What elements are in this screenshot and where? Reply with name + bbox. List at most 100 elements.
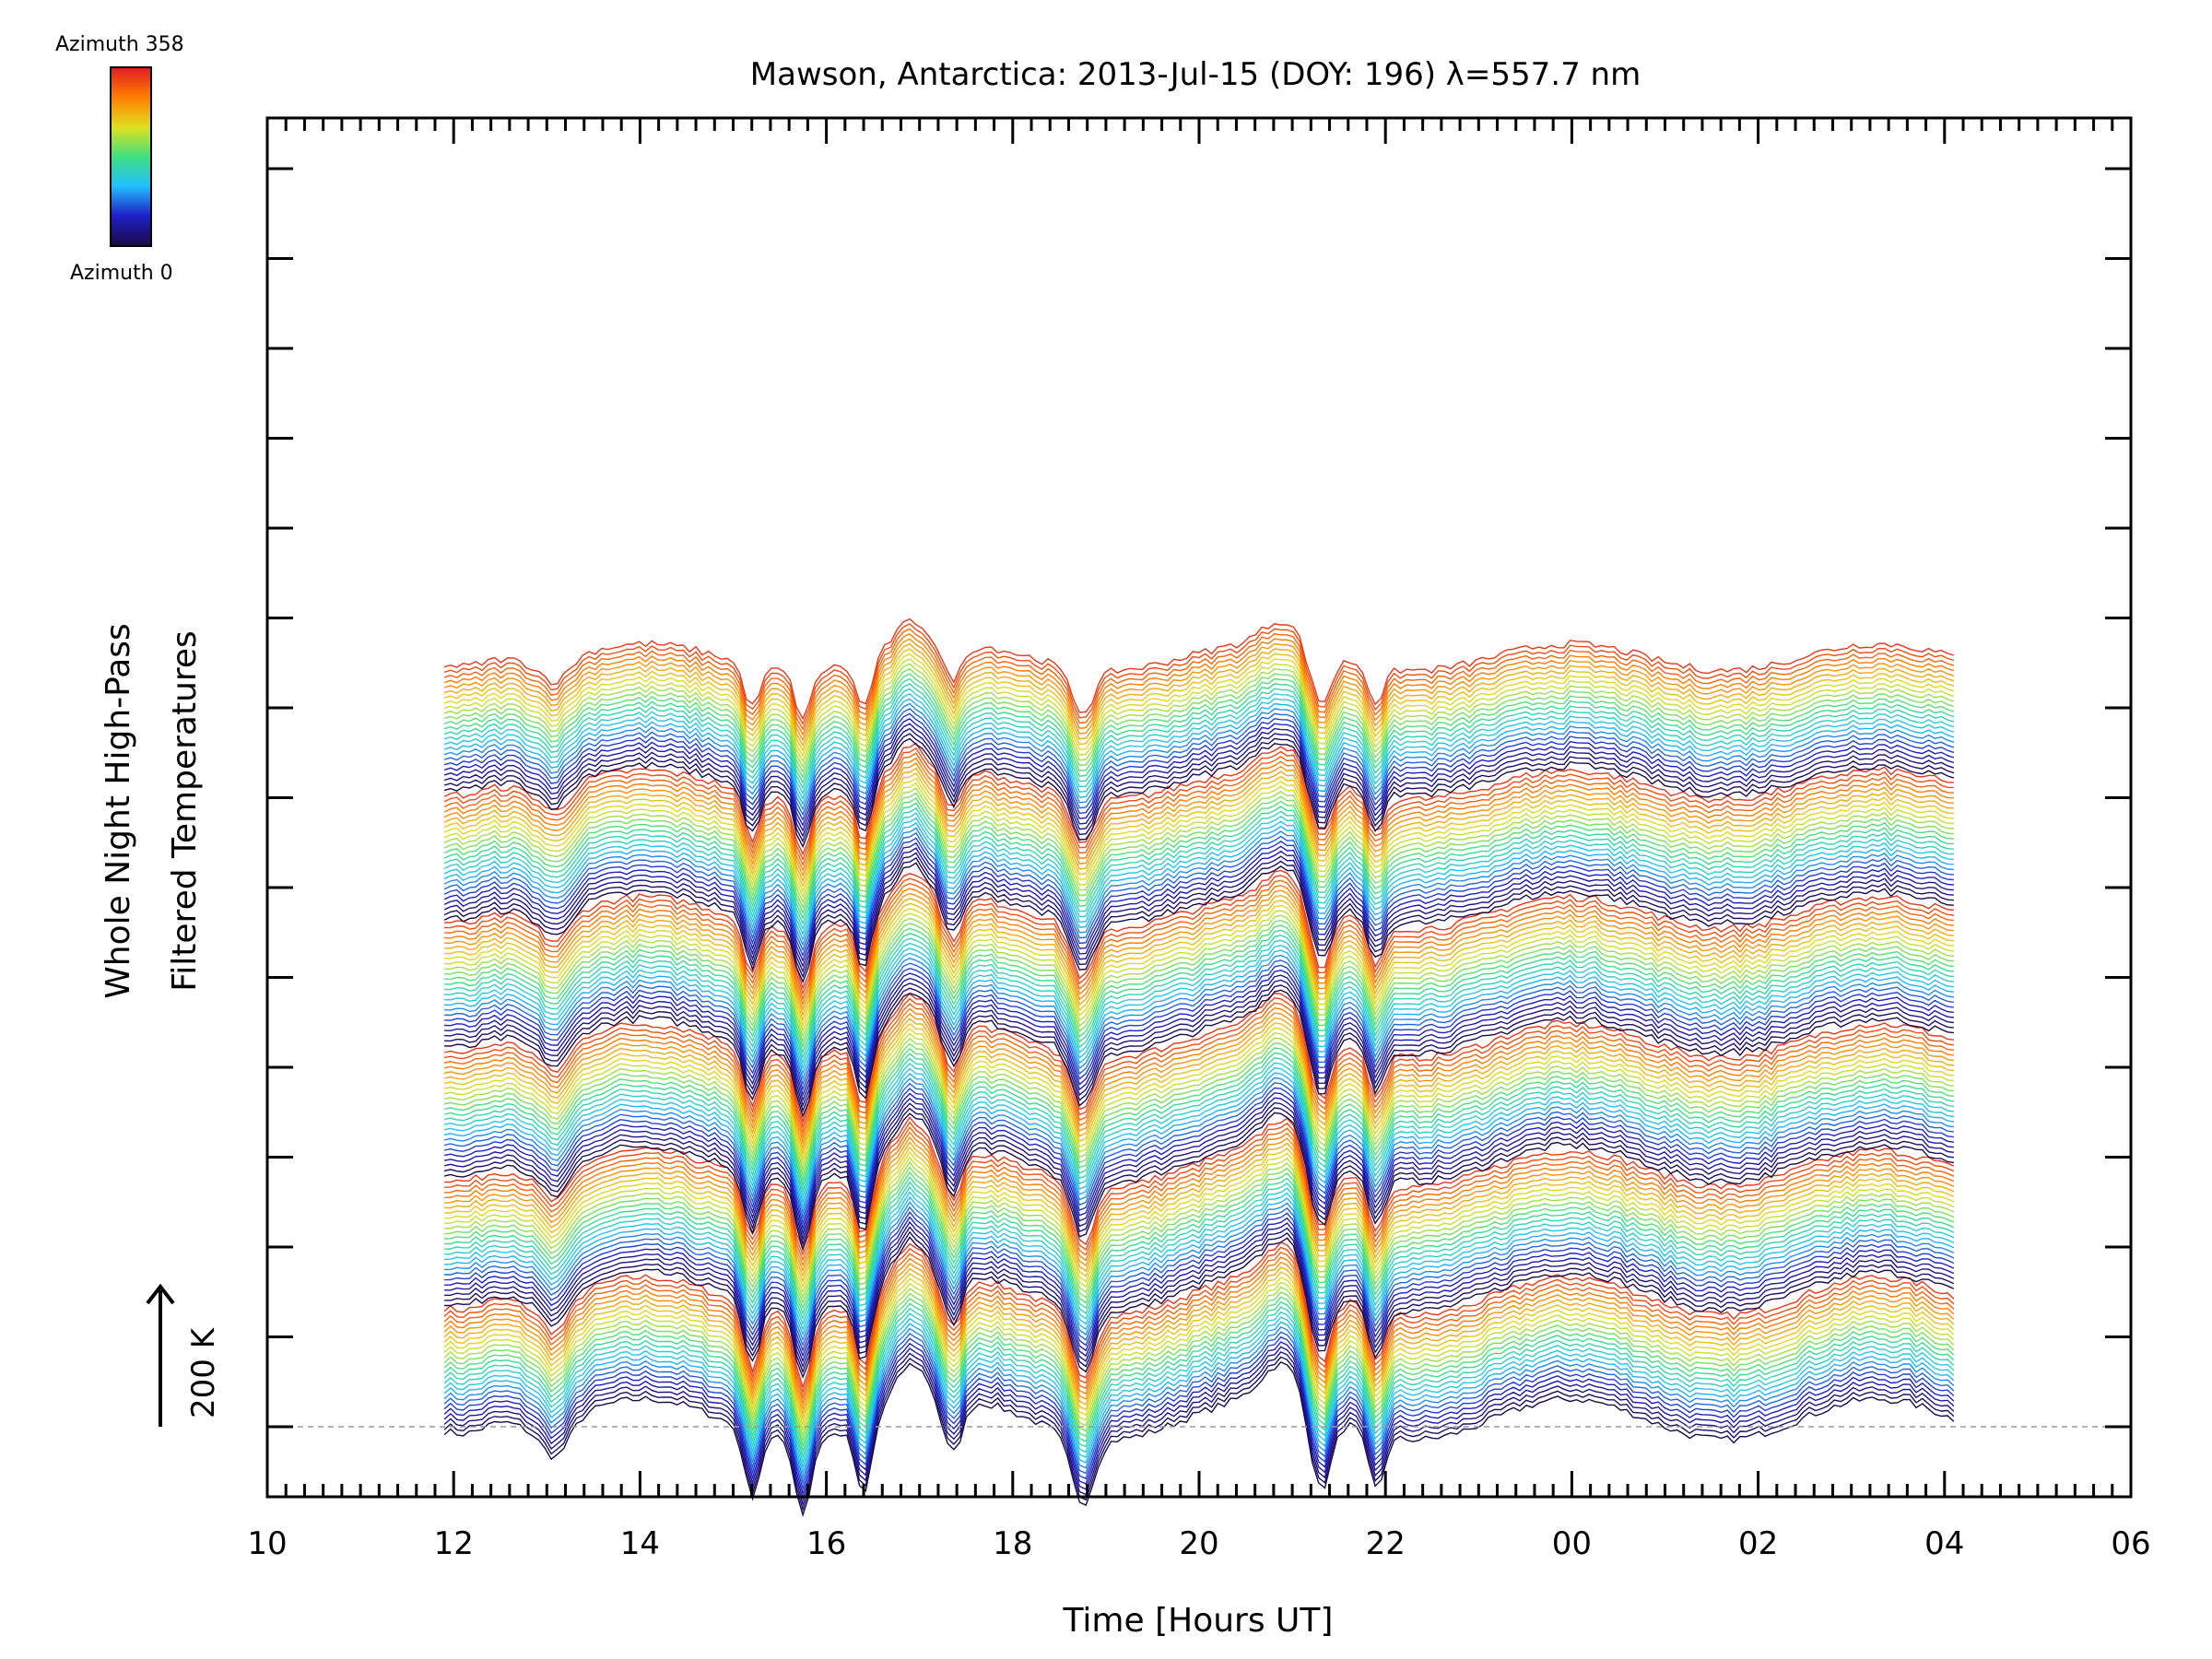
temperature-series-line xyxy=(444,1171,1955,1310)
temperature-series-line xyxy=(443,648,1955,752)
x-tick-label: 04 xyxy=(1924,1525,1964,1562)
temperature-series-line xyxy=(443,852,1954,973)
temperature-series-line xyxy=(444,969,1954,1097)
temperature-series-line xyxy=(444,954,1954,1081)
temperature-series-line xyxy=(444,1185,1955,1326)
temperature-series-line xyxy=(444,879,1954,1001)
temperature-series-line xyxy=(444,1181,1955,1321)
temperature-series-line xyxy=(443,683,1955,790)
temperature-series-line xyxy=(443,1311,1955,1465)
x-tick-labels: 10 12 14 16 18 20 22 00 02 04 06 xyxy=(247,1525,2150,1562)
temperature-series-line xyxy=(443,812,1954,931)
temperature-series-line xyxy=(443,723,1955,832)
temperature-series-line xyxy=(443,673,1955,779)
temperature-series-line xyxy=(443,1251,1955,1400)
temperature-series-line xyxy=(443,1351,1955,1507)
temperature-series-line xyxy=(443,1281,1955,1432)
temperature-series-line xyxy=(443,1097,1954,1236)
temperature-series-line xyxy=(443,733,1955,843)
temperature-series-line xyxy=(444,1176,1955,1315)
temperature-series-line xyxy=(444,1156,1955,1294)
temperature-series-line xyxy=(443,742,1954,856)
temperature-series-line xyxy=(443,1321,1955,1475)
temperature-series-line xyxy=(443,992,1954,1124)
temperature-series-line xyxy=(443,717,1955,827)
temperature-series-line xyxy=(443,827,1954,947)
temperature-series-line xyxy=(443,1032,1954,1167)
temperature-series-line xyxy=(443,997,1954,1130)
temperature-series-line xyxy=(444,889,1954,1012)
temperature-series-line xyxy=(443,1276,1955,1427)
y-axis-label-line1: Whole Night High-Pass xyxy=(100,623,137,999)
temperature-series-line xyxy=(443,1017,1954,1151)
temperature-series-line xyxy=(444,1135,1955,1273)
temperature-series-line xyxy=(443,1266,1955,1417)
chart-title: Mawson, Antarctica: 2013-Jul-15 (DOY: 19… xyxy=(750,56,1641,93)
temperature-series-line xyxy=(443,688,1955,795)
x-tick-label: 06 xyxy=(2111,1525,2150,1562)
temperature-series-line xyxy=(443,727,1955,838)
temperature-series-line xyxy=(444,919,1954,1043)
temperature-series-line xyxy=(443,817,1954,936)
temperature-series-line xyxy=(443,1300,1955,1453)
temperature-series-line xyxy=(443,737,1955,849)
temperature-series-line xyxy=(443,1012,1954,1146)
temperature-series-line xyxy=(444,894,1954,1017)
temperature-series-line xyxy=(443,642,1955,747)
temperature-series-line xyxy=(443,1291,1955,1443)
temperature-series-line xyxy=(443,771,1954,888)
temperature-series-line xyxy=(443,862,1954,984)
temperature-series-line xyxy=(443,1077,1954,1215)
temperature-series-line xyxy=(443,1087,1954,1226)
temperature-series-line xyxy=(443,752,1954,866)
temperature-series-line xyxy=(443,712,1955,822)
temperature-series-line xyxy=(443,841,1954,963)
temperature-series-line xyxy=(444,924,1954,1049)
temperature-series-line xyxy=(444,974,1954,1102)
temperature-series-line xyxy=(444,1236,1955,1380)
temperature-series-line xyxy=(444,935,1954,1060)
temperature-series-line xyxy=(444,1166,1955,1304)
temperature-series-line xyxy=(444,989,1954,1119)
temperature-series-line xyxy=(443,1072,1954,1209)
temperature-series-line xyxy=(443,1027,1954,1161)
temperature-series-line xyxy=(443,692,1955,801)
temperature-series-line xyxy=(443,837,1954,958)
temperature-series-line xyxy=(443,1112,1954,1253)
temperature-series-line xyxy=(444,984,1954,1113)
temperature-series-line xyxy=(443,747,1954,862)
temperature-series-line xyxy=(444,1121,1955,1256)
temperature-series-line xyxy=(443,806,1954,925)
temperature-series-line xyxy=(443,1101,1954,1241)
x-axis-label: Time [Hours UT] xyxy=(1063,1602,1334,1640)
temperature-series-line xyxy=(444,1146,1955,1283)
temperature-series-line xyxy=(444,949,1954,1076)
x-tick-label: 02 xyxy=(1738,1525,1778,1562)
temperature-series-line xyxy=(443,1316,1955,1469)
temperature-series-line xyxy=(444,1230,1955,1374)
temperature-series-line xyxy=(443,1041,1954,1178)
temperature-series-line xyxy=(444,900,1954,1022)
temperature-series-line xyxy=(443,708,1955,817)
temperature-series-line xyxy=(443,777,1954,893)
temperature-series-line xyxy=(444,959,1954,1087)
temperature-series-line xyxy=(443,653,1955,758)
temperature-series-line xyxy=(444,1131,1955,1267)
temperature-series-line xyxy=(443,1057,1954,1194)
temperature-series-line xyxy=(443,831,1954,952)
temperature-series-line xyxy=(444,1141,1955,1277)
temperature-series-line xyxy=(443,792,1954,910)
temperature-series-line xyxy=(443,762,1954,877)
temperature-series-line xyxy=(443,618,1955,721)
temperature-series-line xyxy=(444,1226,1955,1369)
temperature-series-line xyxy=(443,1306,1955,1459)
temperature-series-line xyxy=(443,822,1954,941)
temperature-series-line xyxy=(443,698,1955,806)
temperature-series-line xyxy=(443,1331,1955,1486)
temperature-series-line xyxy=(443,802,1954,920)
temperature-series-line xyxy=(443,623,1955,725)
temperature-series-line xyxy=(444,929,1954,1054)
temperature-series-line xyxy=(443,796,1954,914)
temperature-series-line xyxy=(443,1335,1955,1491)
temperature-series-line xyxy=(443,658,1955,763)
